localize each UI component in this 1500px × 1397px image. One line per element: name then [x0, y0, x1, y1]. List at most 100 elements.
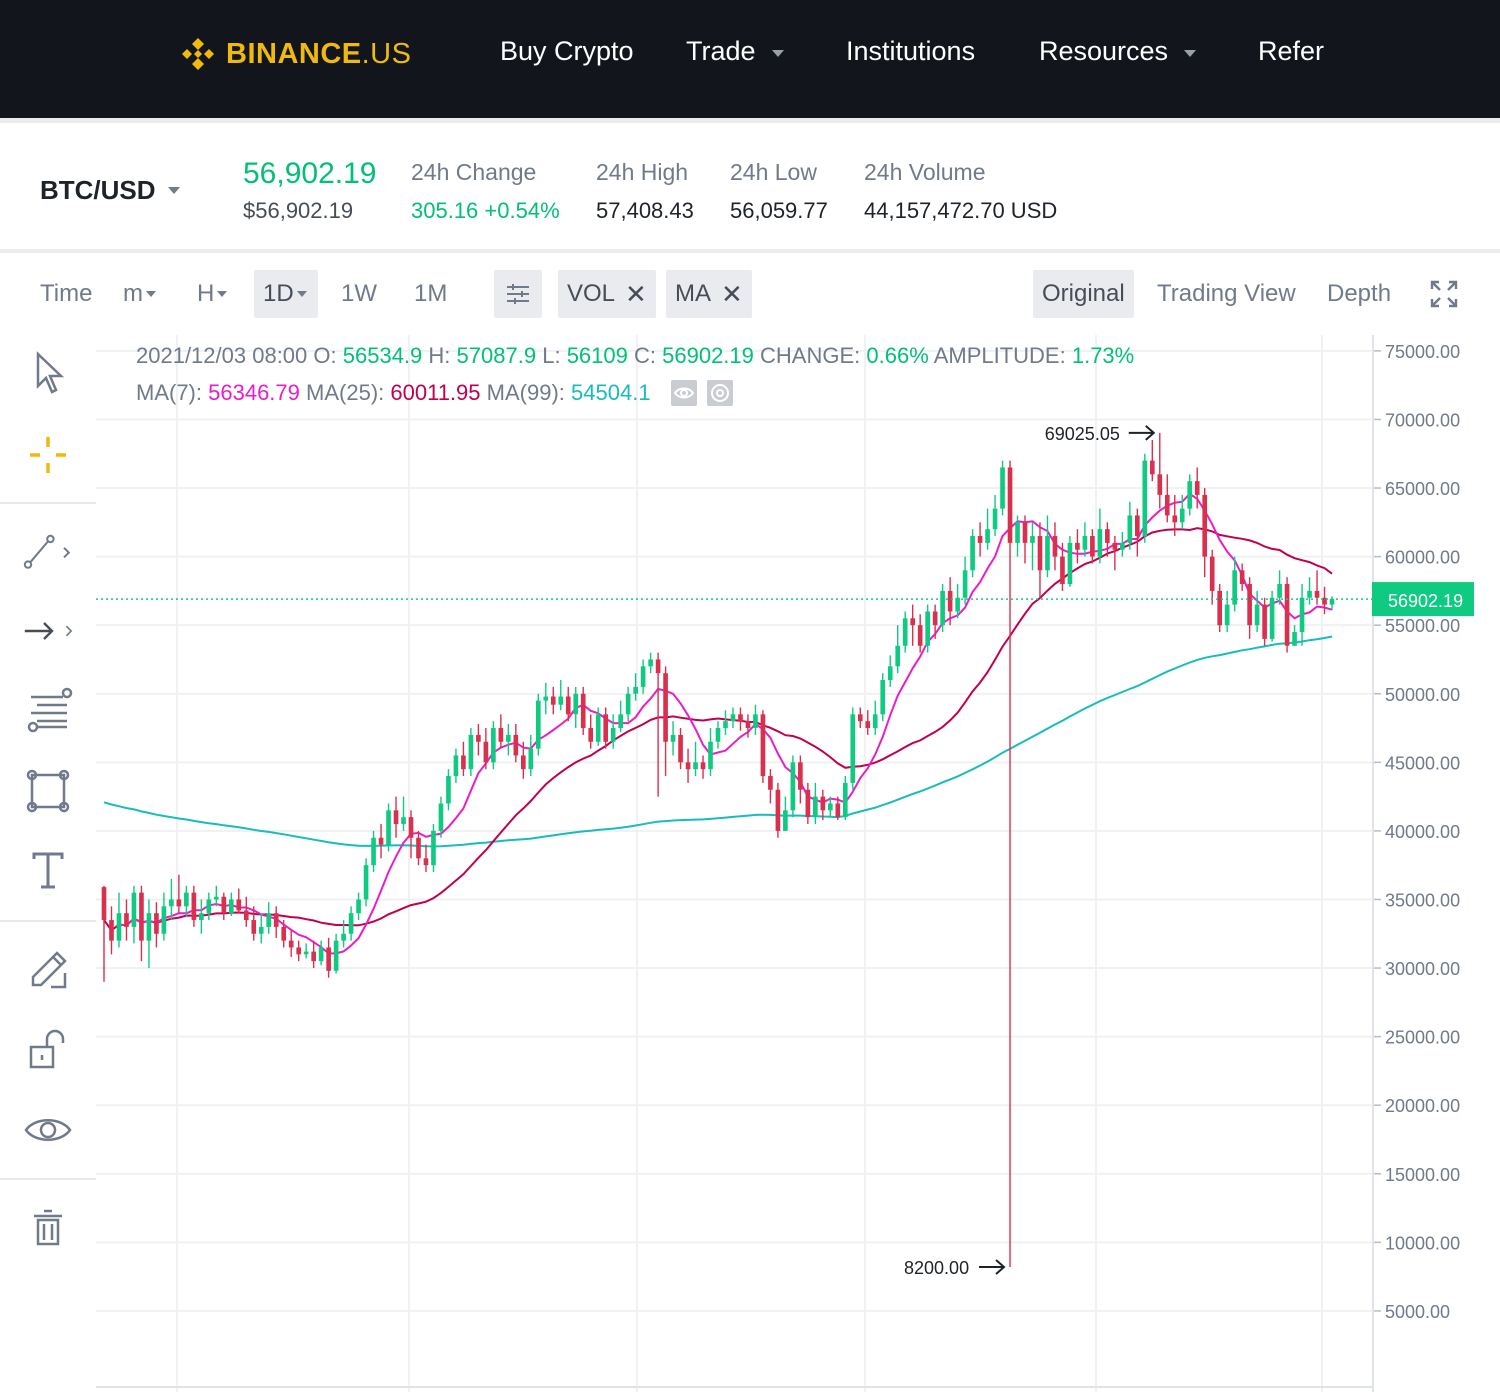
candle-body [850, 714, 856, 783]
close-icon[interactable]: ✕ [721, 278, 743, 309]
candle-body [550, 696, 556, 705]
nav-trade[interactable]: Trade [686, 36, 784, 67]
candle-body [887, 666, 893, 681]
candle-body [573, 693, 579, 715]
candle-body [476, 734, 481, 742]
candle-body [715, 728, 721, 742]
edit-drawing-tool[interactable] [20, 942, 76, 998]
fib-tool[interactable] [20, 683, 76, 739]
binance-diamond-icon [182, 38, 214, 70]
candle-body [386, 810, 391, 845]
indicator-ma-chip[interactable]: MA ✕ [666, 270, 752, 318]
y-axis-tick-label: 75000.00 [1385, 342, 1460, 362]
y-axis-tick-label: 10000.00 [1385, 1233, 1460, 1253]
ma7-value: 56346.79 [208, 380, 300, 405]
candle-body [925, 611, 930, 646]
fibonacci-lines-icon [27, 687, 73, 733]
cursor-tool[interactable] [20, 345, 76, 401]
delete-drawings-tool[interactable] [20, 1200, 76, 1256]
interval-1m[interactable]: 1M [414, 280, 448, 307]
y-axis-tick-label: 50000.00 [1385, 685, 1460, 705]
toggle-visibility-tool[interactable] [20, 1102, 76, 1158]
high-label: H: [428, 343, 451, 368]
candle-body [461, 755, 466, 770]
candle-body [618, 714, 623, 729]
nav-institutions[interactable]: Institutions [846, 36, 976, 66]
crosshair-tool[interactable] [20, 427, 76, 483]
nav-refer[interactable]: Refer [1258, 36, 1325, 66]
logo-text: BINANCE.US [226, 37, 412, 70]
open-label: O: [313, 343, 337, 368]
candle-body [663, 673, 668, 742]
candle-body [236, 899, 242, 911]
candle-body [640, 666, 646, 687]
indicator-vol-chip[interactable]: VOL ✕ [558, 270, 656, 318]
candle-body [580, 693, 586, 729]
rectangle-icon [26, 769, 70, 813]
candle-body [648, 659, 653, 667]
candle-body [206, 899, 212, 914]
fullscreen-button[interactable] [1421, 270, 1467, 318]
high-label: 24h High [596, 159, 689, 185]
interval-minute[interactable]: m [114, 270, 165, 318]
crosshair-icon [30, 437, 66, 473]
view-trading-view[interactable]: Trading View [1157, 280, 1296, 307]
lock-drawings-tool[interactable] [20, 1022, 76, 1078]
candle-body [296, 947, 302, 955]
candle-body [371, 837, 376, 866]
candle-body [1329, 599, 1335, 605]
ma7-label: MA(7): [136, 380, 202, 405]
candle-body [1142, 460, 1148, 537]
last-price-usd: $56,902.19 [243, 198, 354, 223]
ohlc-legend: 2021/12/03 08:00 O: 56534.9 H: 57087.9 L… [136, 343, 1134, 369]
rectangle-tool[interactable] [20, 763, 76, 819]
candle-body [341, 933, 346, 941]
y-axis-tick-label: 35000.00 [1385, 890, 1460, 910]
close-icon[interactable]: ✕ [625, 278, 647, 309]
divider [0, 502, 96, 504]
candle-body [947, 590, 953, 612]
view-depth[interactable]: Depth [1327, 280, 1392, 307]
candle-body [962, 570, 968, 598]
candle-body [1060, 556, 1065, 585]
candle-body [977, 536, 983, 543]
candle-body [1277, 584, 1282, 598]
trend-line-tool[interactable] [20, 523, 76, 579]
settings-gear-icon[interactable] [706, 380, 733, 406]
interval-1d[interactable]: 1D [254, 270, 318, 318]
text-tool[interactable] [20, 843, 76, 899]
candle-body [783, 810, 788, 831]
candle-body [1202, 494, 1208, 557]
min-price-annotation: 8200.00 [904, 1258, 969, 1278]
arrow-tool[interactable] [20, 603, 76, 659]
low-label: L: [542, 343, 561, 368]
price-chart[interactable]: 75000.00 70000.00 65000.00 60000.00 55000.00… [96, 335, 1500, 1392]
candle-body [1127, 515, 1133, 543]
candle-body [1254, 604, 1260, 626]
binance-logo[interactable]: BINANCE.US [178, 34, 411, 74]
candle-body [393, 810, 399, 825]
candle-body [595, 714, 601, 742]
view-original[interactable]: Original [1033, 270, 1134, 318]
candle-body [401, 817, 406, 825]
interval-1w[interactable]: 1W [341, 280, 377, 307]
interval-hour[interactable]: H [188, 270, 236, 318]
nav-resources[interactable]: Resources [1039, 36, 1197, 67]
candlestick-chart[interactable]: 75000.00 70000.00 65000.00 60000.00 55000.00… [96, 335, 1500, 1392]
nav-buy-crypto[interactable]: Buy Crypto [500, 36, 634, 66]
candle-body [191, 892, 197, 921]
pencil-ruler-icon [31, 951, 67, 989]
candle-body [1322, 597, 1327, 605]
pair-selector[interactable]: BTC/USD [40, 175, 180, 206]
candle-body [1164, 494, 1170, 516]
volume-label: 24h Volume [864, 159, 986, 185]
eye-icon[interactable] [670, 380, 697, 406]
ma25-label: MA(25): [306, 380, 385, 405]
candle-body [378, 837, 384, 845]
unlock-icon [29, 1029, 65, 1069]
y-axis-tick-label: 60000.00 [1385, 548, 1460, 568]
indicator-settings-button[interactable] [494, 270, 542, 318]
ma99-value: 54504.1 [571, 380, 651, 405]
ohlc-date: 2021/12/03 08:00 [136, 343, 308, 368]
candle-body [333, 940, 339, 971]
